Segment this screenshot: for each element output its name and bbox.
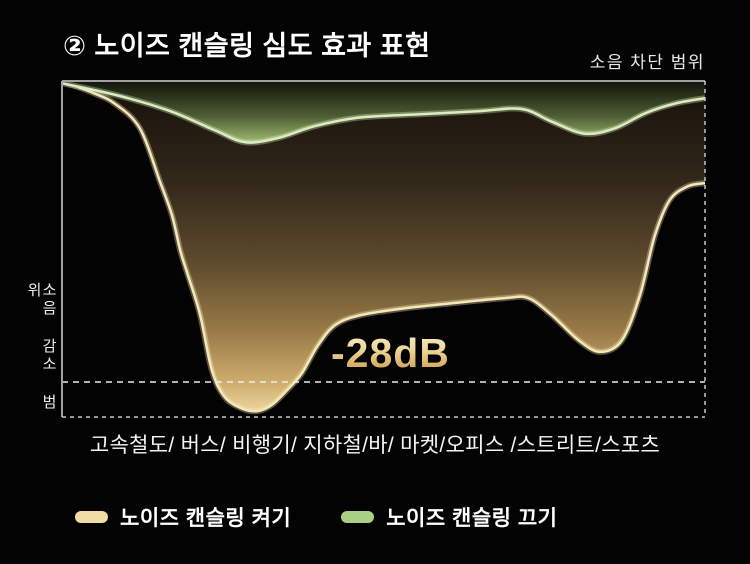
page-title: ② 노이즈 캔슬링 심도 효과 표현 [63, 31, 431, 61]
nc-off-legend-label: 노이즈 캔슬링 끄기 [386, 507, 558, 530]
noise-blocking-range-label: 소음 차단 범위 [589, 53, 705, 72]
legend-item-nc-off: 노이즈 캔슬링 끄기 [341, 502, 557, 532]
legend-item-nc-on: 노이즈 캔슬링 켜기 [75, 502, 291, 532]
nc-off-curve [62, 81, 705, 144]
nc-off-swatch [341, 511, 375, 523]
nc-on-curve [62, 80, 705, 413]
nc-on-swatch [75, 511, 108, 523]
nc-on-legend-label: 노이즈 캔슬링 켜기 [120, 507, 292, 530]
noise-reduction-range-label: 소음 감소 범위 [25, 282, 57, 412]
x-axis-category-labels: 고속철도/ 버스/ 비행기/ 지하철/바/ 마켓/오피스 /스트리트/스포츠 [89, 434, 661, 457]
chart-legend: 노이즈 캔슬링 켜기 노이즈 캔슬링 끄기 [75, 502, 557, 532]
nc-off-area-fill [62, 81, 705, 143]
minus-28db-annotation: -28dB [331, 330, 450, 376]
nc-on-area-fill [62, 81, 705, 412]
